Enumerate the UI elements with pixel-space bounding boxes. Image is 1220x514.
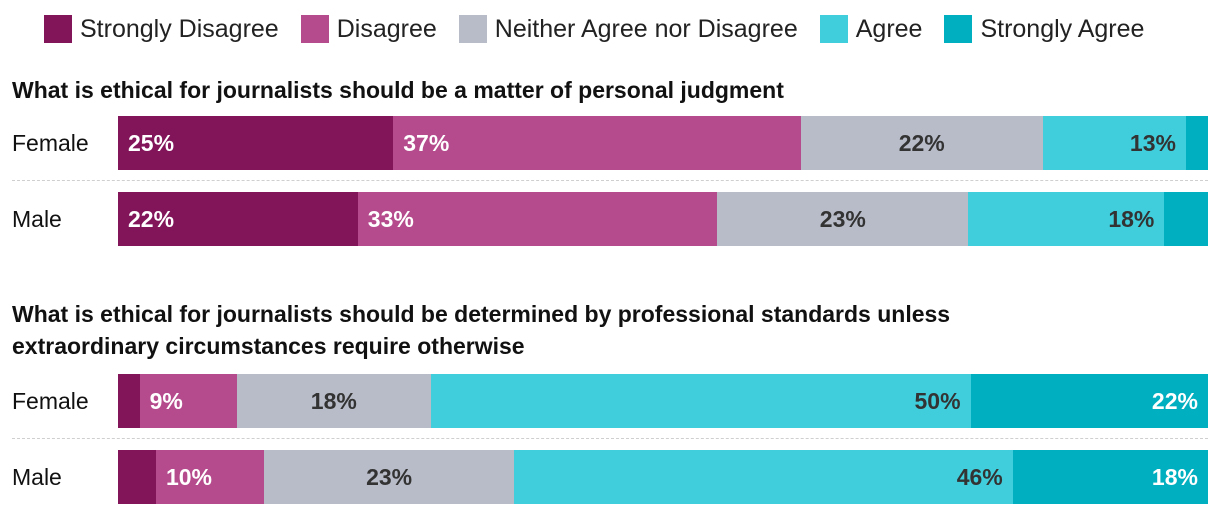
data-label: 37%: [403, 130, 450, 156]
data-label: 13%: [1129, 130, 1176, 156]
row-label-female: Female: [12, 388, 89, 414]
bar-segment-neither-agree-nor-disagree: 23%: [264, 450, 514, 504]
bar-segment-strongly-disagree: 25%: [118, 116, 394, 170]
data-label: 23%: [366, 464, 413, 490]
legend-item-neither-agree-nor-disagree: Neither Agree nor Disagree: [458, 14, 798, 44]
bar-segment-neither-agree-nor-disagree: 22%: [800, 116, 1043, 170]
bar-segment-strongly-disagree: [118, 374, 140, 428]
data-label: 22%: [128, 206, 175, 232]
legend-label: Disagree: [336, 14, 437, 43]
legend-label: Strongly Disagree: [80, 14, 279, 43]
bar-segment-strongly-agree: [1185, 116, 1208, 170]
legend-item-strongly-disagree: Strongly Disagree: [44, 15, 279, 44]
bar-segment-disagree: 33%: [357, 192, 718, 246]
legend-label: Agree: [855, 14, 923, 43]
legend-swatch: [819, 15, 848, 43]
row-divider: [12, 180, 1208, 181]
stacked-bar-2-female: 9% 18% 50% 22%: [118, 374, 1208, 428]
data-label: 25%: [128, 130, 175, 156]
bar-segment-neither-agree-nor-disagree: 18%: [236, 374, 431, 428]
row-label-female: Female: [12, 130, 89, 156]
data-label: 46%: [956, 464, 1003, 490]
question-2-title: What is ethical for journalists should b…: [12, 301, 951, 359]
bar-segment-strongly-disagree: 22%: [118, 192, 358, 246]
row-divider: [12, 438, 1208, 439]
stacked-bar-2-male: 10% 23% 46% 18%: [118, 450, 1208, 504]
bar-segment-strongly-agree: 18%: [1012, 450, 1208, 504]
chart-legend: Strongly Disagree Disagree Neither Agree n…: [44, 12, 1166, 46]
legend-swatch: [300, 15, 329, 43]
data-label: 9%: [149, 388, 183, 414]
bar-segment-disagree: 37%: [393, 116, 801, 170]
bar-segment-strongly-disagree: [118, 450, 156, 504]
stacked-bar-1-female: 25% 37% 22% 13%: [118, 116, 1208, 170]
legend-swatch: [44, 15, 72, 43]
legend-item-agree: Agree: [819, 14, 923, 44]
bar-segment-disagree: 10%: [155, 450, 265, 504]
data-label: 10%: [165, 464, 212, 490]
data-label: 22%: [1151, 388, 1198, 414]
data-label: 23%: [819, 206, 866, 232]
legend-label: Neither Agree nor Disagree: [494, 14, 798, 43]
bar-segment-agree: 46%: [513, 450, 1013, 504]
bar-segment-disagree: 9%: [139, 374, 237, 428]
data-label: 18%: [1108, 206, 1155, 232]
data-label: 18%: [1151, 464, 1198, 490]
legend-swatch: [458, 15, 487, 43]
bar-segment-strongly-agree: [1164, 192, 1208, 246]
legend-swatch: [944, 15, 973, 43]
row-label-male: Male: [12, 464, 62, 490]
data-label: 33%: [367, 206, 414, 232]
legend-item-strongly-agree: Strongly Agree: [944, 15, 1144, 44]
stacked-bar-1-male: 22% 33% 23% 18%: [118, 192, 1208, 246]
legend-item-disagree: Disagree: [300, 14, 437, 44]
row-label-male: Male: [12, 206, 62, 232]
bar-segment-agree: 13%: [1042, 116, 1186, 170]
question-1-title: What is ethical for journalists should b…: [12, 77, 784, 103]
bar-segment-strongly-agree: 22%: [970, 374, 1208, 428]
bar-segment-neither-agree-nor-disagree: 23%: [717, 192, 969, 246]
legend-label: Strongly Agree: [980, 14, 1145, 43]
bar-segment-agree: 18%: [968, 192, 1165, 246]
bar-segment-agree: 50%: [430, 374, 971, 428]
data-label: 22%: [898, 130, 945, 156]
data-label: 50%: [914, 388, 961, 414]
data-label: 18%: [310, 388, 357, 414]
